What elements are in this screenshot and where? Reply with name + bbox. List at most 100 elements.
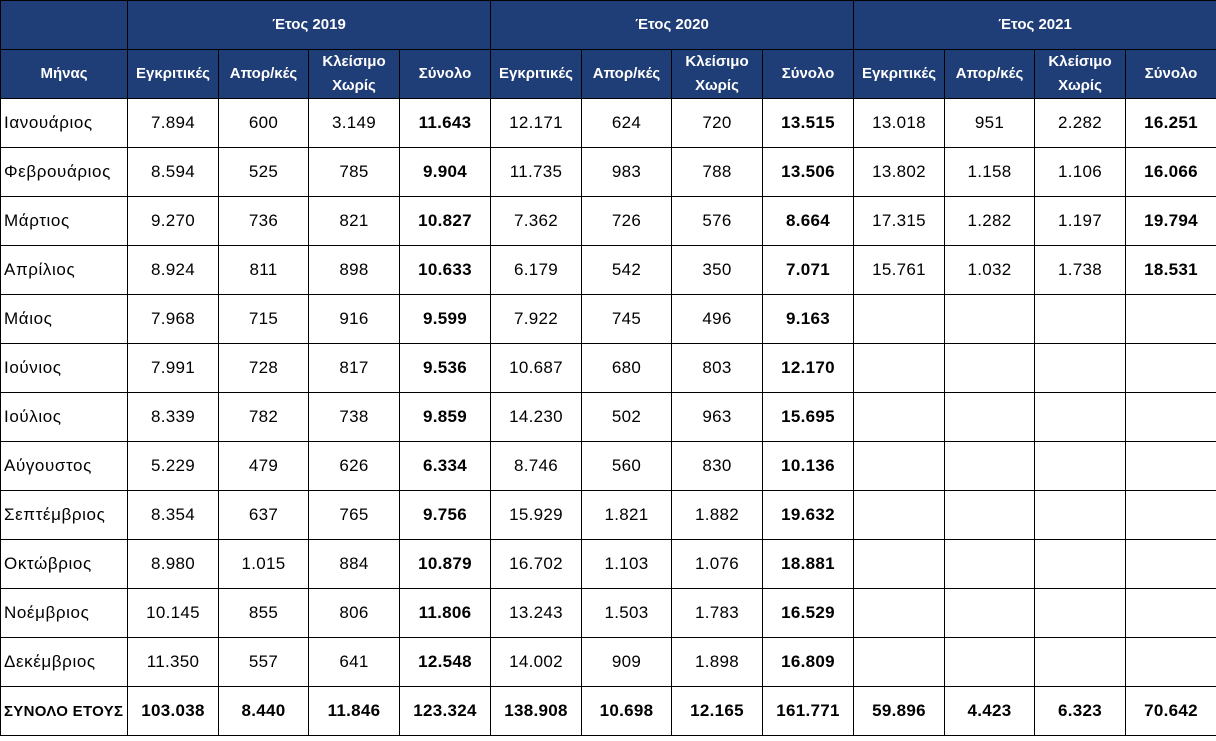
cell-2019-rejections: 782 bbox=[218, 392, 309, 442]
month-cell: Φεβρουάριος bbox=[0, 147, 128, 197]
cell-2020-approvals: 10.687 bbox=[490, 343, 583, 393]
column-header-closed-without: Κλείσιμο Χωρίς bbox=[1034, 49, 1127, 99]
cell-2019-closed-without: 821 bbox=[308, 196, 400, 246]
cell-2020-approvals: 7.362 bbox=[490, 196, 583, 246]
cell-2021-approvals: 13.802 bbox=[853, 147, 946, 197]
cell-2020-total: 161.771 bbox=[762, 686, 855, 736]
cell-2020-approvals: 8.746 bbox=[490, 441, 583, 491]
cell-2019-approvals: 8.594 bbox=[127, 147, 219, 197]
cell-2019-total: 9.859 bbox=[398, 392, 492, 442]
table-body: Ιανουάριος 7.894 600 3.149 11.643 12.171 624 72… bbox=[0, 98, 1216, 736]
cell-2021-approvals bbox=[853, 637, 946, 687]
year-header: Έτος 2019 bbox=[126, 0, 492, 50]
cell-2020-closed-without: 496 bbox=[671, 294, 764, 344]
cell-2019-rejections: 637 bbox=[218, 490, 309, 540]
cell-2021-closed-without bbox=[1034, 588, 1127, 638]
cell-2020-total: 12.170 bbox=[762, 343, 855, 393]
month-cell: Οκτώβριος bbox=[0, 539, 128, 589]
cell-2019-closed-without: 3.149 bbox=[308, 98, 400, 148]
column-header-rejections: Απορ/κές bbox=[581, 49, 673, 99]
cell-2019-total: 9.756 bbox=[398, 490, 492, 540]
table-row: Νοέμβριος 10.145 855 806 11.806 13.243 1.503 1.… bbox=[0, 588, 1216, 638]
month-column-header: Μήνας bbox=[0, 49, 128, 99]
cell-2020-total: 18.881 bbox=[762, 539, 855, 589]
cell-2020-closed-without: 963 bbox=[671, 392, 764, 442]
table-row: Ιούλιος 8.339 782 738 9.859 14.230 502 963 15.69… bbox=[0, 392, 1216, 442]
cell-2021-closed-without bbox=[1034, 392, 1127, 442]
month-cell: Νοέμβριος bbox=[0, 588, 128, 638]
cell-2021-closed-without bbox=[1034, 637, 1127, 687]
cell-2020-closed-without: 576 bbox=[671, 196, 764, 246]
cell-2019-rejections: 1.015 bbox=[218, 539, 309, 589]
cell-2020-closed-without: 350 bbox=[671, 245, 764, 295]
cell-2020-rejections: 1.103 bbox=[581, 539, 673, 589]
cell-2020-rejections: 542 bbox=[581, 245, 673, 295]
cell-2020-approvals: 15.929 bbox=[490, 490, 583, 540]
cell-2021-total: 70.642 bbox=[1125, 686, 1216, 736]
table-row: Ιανουάριος 7.894 600 3.149 11.643 12.171 624 72… bbox=[0, 98, 1216, 148]
total-label: ΣΥΝΟΛΟ ΕΤΟΥΣ bbox=[0, 686, 128, 736]
cell-2020-rejections: 745 bbox=[581, 294, 673, 344]
cell-2020-approvals: 6.179 bbox=[490, 245, 583, 295]
cell-2021-total bbox=[1125, 539, 1216, 589]
cell-2019-total: 6.334 bbox=[398, 441, 492, 491]
cell-2019-approvals: 10.145 bbox=[127, 588, 219, 638]
cell-2020-total: 16.809 bbox=[762, 637, 855, 687]
cell-2020-approvals: 13.243 bbox=[490, 588, 583, 638]
cell-2021-approvals: 17.315 bbox=[853, 196, 946, 246]
column-header-total: Σύνολο bbox=[398, 49, 492, 99]
cell-2019-closed-without: 817 bbox=[308, 343, 400, 393]
cell-2021-approvals bbox=[853, 392, 946, 442]
table-row: Φεβρουάριος 8.594 525 785 9.904 11.735 983 788 1… bbox=[0, 147, 1216, 197]
cell-2020-total: 10.136 bbox=[762, 441, 855, 491]
cell-2021-closed-without bbox=[1034, 539, 1127, 589]
cell-2021-closed-without: 1.738 bbox=[1034, 245, 1127, 295]
cell-2020-approvals: 11.735 bbox=[490, 147, 583, 197]
cell-2019-closed-without: 785 bbox=[308, 147, 400, 197]
cell-2020-closed-without: 803 bbox=[671, 343, 764, 393]
cell-2021-approvals bbox=[853, 294, 946, 344]
cell-2019-rejections: 855 bbox=[218, 588, 309, 638]
month-cell: Ιανουάριος bbox=[0, 98, 128, 148]
cell-2021-closed-without bbox=[1034, 294, 1127, 344]
month-cell: Σεπτέμβριος bbox=[0, 490, 128, 540]
corner-cell bbox=[0, 0, 128, 50]
cell-2021-approvals: 13.018 bbox=[853, 98, 946, 148]
cell-2019-rejections: 715 bbox=[218, 294, 309, 344]
cell-2020-total: 7.071 bbox=[762, 245, 855, 295]
cell-2020-approvals: 138.908 bbox=[490, 686, 583, 736]
month-cell: Ιούνιος bbox=[0, 343, 128, 393]
cell-2020-rejections: 909 bbox=[581, 637, 673, 687]
cell-2021-total: 18.531 bbox=[1125, 245, 1216, 295]
cell-2020-total: 19.632 bbox=[762, 490, 855, 540]
cell-2020-closed-without: 788 bbox=[671, 147, 764, 197]
cell-2020-rejections: 624 bbox=[581, 98, 673, 148]
cell-2021-closed-without bbox=[1034, 343, 1127, 393]
cell-2019-closed-without: 806 bbox=[308, 588, 400, 638]
year-header: Έτος 2021 bbox=[853, 0, 1216, 50]
cell-2019-closed-without: 765 bbox=[308, 490, 400, 540]
cell-2019-approvals: 7.894 bbox=[127, 98, 219, 148]
cell-2021-rejections bbox=[944, 294, 1036, 344]
cell-2021-rejections: 1.158 bbox=[944, 147, 1036, 197]
cell-2021-approvals: 59.896 bbox=[853, 686, 946, 736]
cell-2021-rejections: 1.282 bbox=[944, 196, 1036, 246]
cell-2021-rejections bbox=[944, 343, 1036, 393]
cell-2021-total bbox=[1125, 294, 1216, 344]
cell-2020-closed-without: 12.165 bbox=[671, 686, 764, 736]
cell-2021-approvals bbox=[853, 441, 946, 491]
cell-2021-rejections: 4.423 bbox=[944, 686, 1036, 736]
cell-2021-total bbox=[1125, 490, 1216, 540]
cell-2019-rejections: 8.440 bbox=[218, 686, 309, 736]
cell-2021-total bbox=[1125, 343, 1216, 393]
table-row: Αύγουστος 5.229 479 626 6.334 8.746 560 830 10.1… bbox=[0, 441, 1216, 491]
column-header-total: Σύνολο bbox=[1125, 49, 1216, 99]
cell-2020-total: 8.664 bbox=[762, 196, 855, 246]
cell-2021-total: 16.066 bbox=[1125, 147, 1216, 197]
year-header-row: Έτος 2019 Έτος 2020 Έτος 2021 bbox=[0, 0, 1216, 50]
cell-2019-approvals: 8.980 bbox=[127, 539, 219, 589]
cell-2021-closed-without: 2.282 bbox=[1034, 98, 1127, 148]
cell-2019-closed-without: 626 bbox=[308, 441, 400, 491]
cell-2019-approvals: 5.229 bbox=[127, 441, 219, 491]
cell-2019-rejections: 728 bbox=[218, 343, 309, 393]
